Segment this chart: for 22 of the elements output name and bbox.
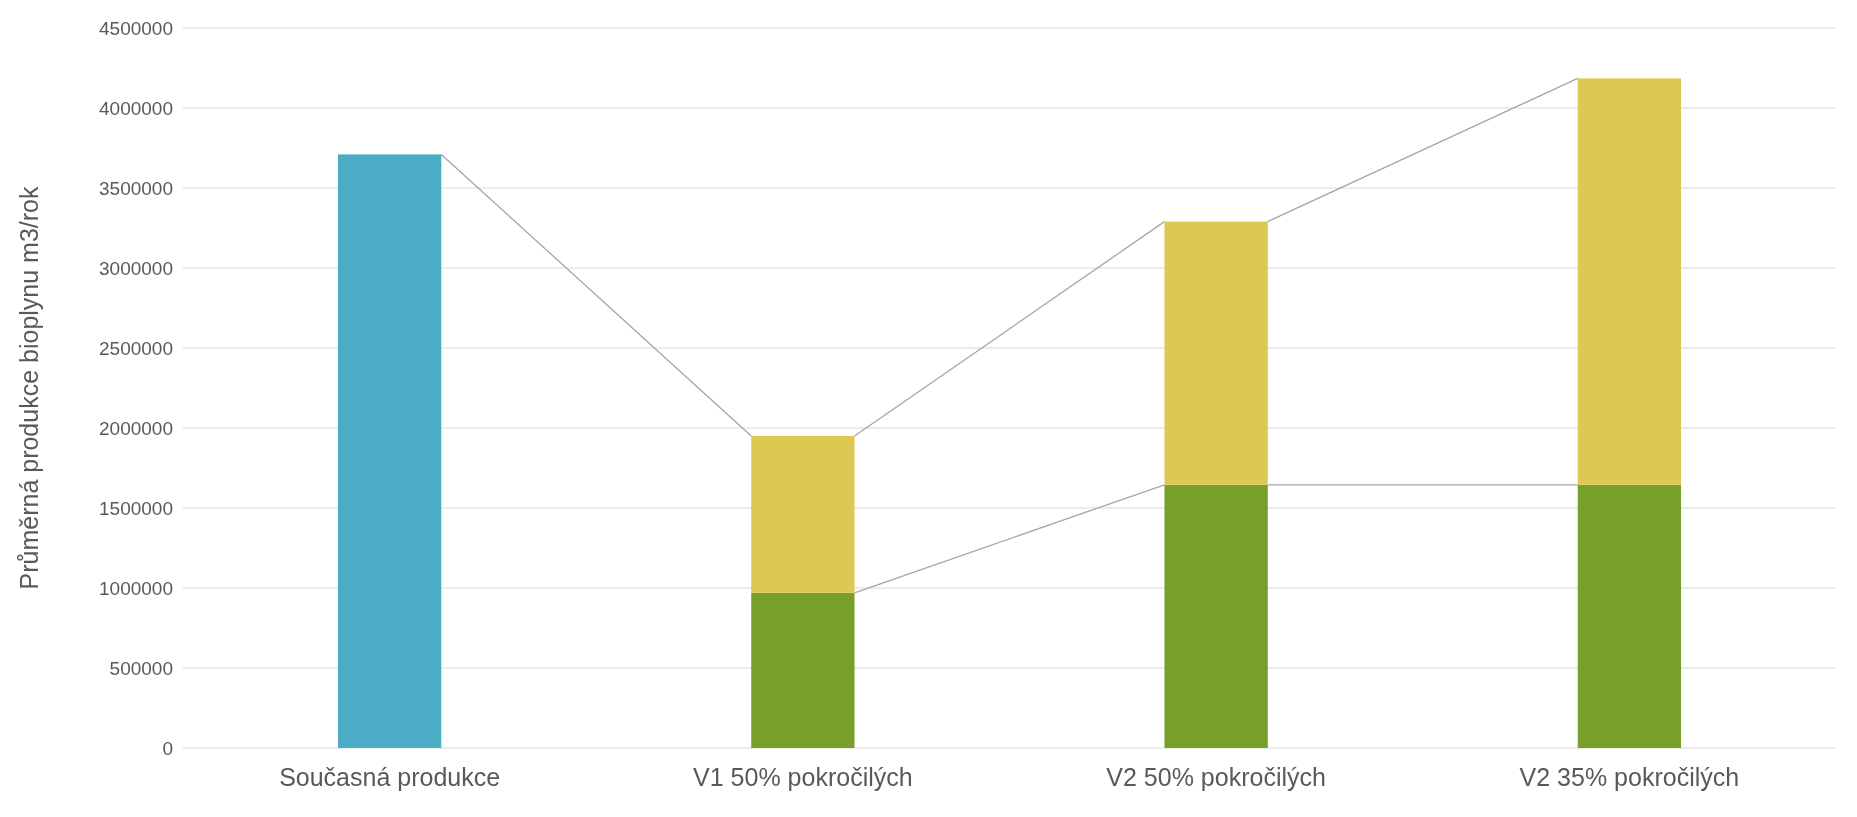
bar — [751, 592, 855, 748]
y-tick-label: 1000000 — [99, 577, 173, 599]
y-tick-label: 2000000 — [99, 417, 173, 439]
bar — [1577, 484, 1682, 748]
y-tick-label: 4000000 — [99, 97, 173, 119]
y-tick-label: 0 — [162, 737, 173, 759]
y-tick-label: 3500000 — [99, 177, 173, 199]
bar — [1164, 221, 1268, 485]
bar — [337, 154, 442, 748]
x-tick-label: V2 50% pokročilých — [1106, 763, 1326, 791]
y-tick-label: 3000000 — [99, 257, 173, 279]
bar — [1164, 484, 1268, 748]
y-axis-title: Průměrná produkce bioplynu m3/rok — [15, 186, 43, 590]
x-tick-label: V2 35% pokročilých — [1519, 763, 1740, 791]
x-tick-label: V1 50% pokročilých — [693, 763, 913, 791]
x-tick-label: Současná produkce — [279, 763, 501, 791]
y-tick-label: 2500000 — [99, 337, 173, 359]
y-tick-label: 500000 — [109, 657, 173, 679]
bar — [751, 436, 855, 593]
bar — [1577, 78, 1682, 485]
y-tick-label: 1500000 — [99, 497, 173, 519]
y-tick-label: 4500000 — [99, 17, 173, 39]
